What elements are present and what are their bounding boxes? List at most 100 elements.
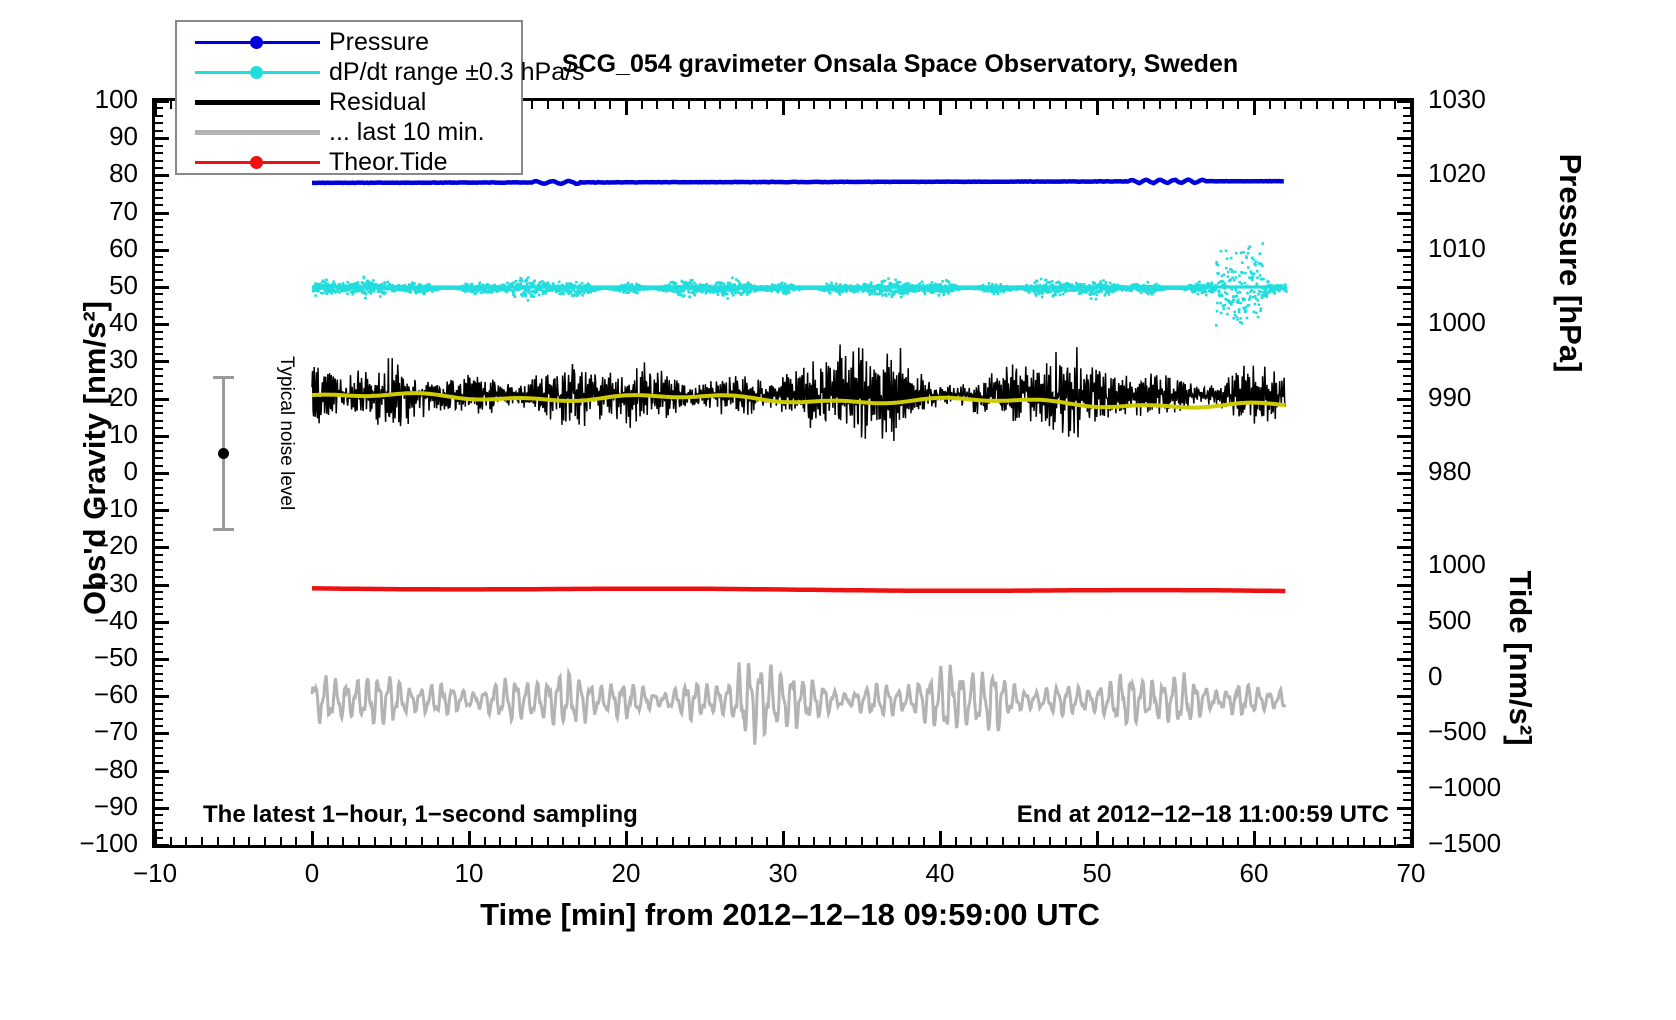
x-tick-major-bottom bbox=[1253, 831, 1256, 845]
y-tick-label-left: 20 bbox=[109, 381, 138, 412]
y-tick-minor-left bbox=[155, 598, 163, 601]
y-tick-label-tide: 1000 bbox=[1428, 549, 1486, 579]
y-tick-minor-right bbox=[1403, 501, 1411, 504]
x-tick-minor-top bbox=[750, 101, 753, 109]
x-tick-minor-top bbox=[1158, 101, 1161, 109]
x-tick-label: 60 bbox=[1239, 858, 1269, 888]
y-tick-minor-left bbox=[155, 739, 163, 742]
x-tick-minor-bottom bbox=[1143, 837, 1146, 845]
x-tick-minor-bottom bbox=[216, 837, 219, 845]
x-tick-minor-top bbox=[1048, 101, 1051, 109]
x-tick-major-top bbox=[1410, 101, 1413, 115]
legend-item-2[interactable]: Residual bbox=[177, 87, 521, 118]
y-tick-minor-right bbox=[1403, 457, 1411, 460]
y-tick-minor-left bbox=[155, 687, 163, 690]
y-tick-minor-right bbox=[1403, 784, 1411, 787]
y-tick-minor-right bbox=[1403, 405, 1411, 408]
x-tick-minor-top bbox=[1284, 101, 1287, 109]
x-tick-minor-top bbox=[1331, 101, 1334, 109]
y-tick-minor-left bbox=[155, 635, 163, 638]
y-tick-minor-right bbox=[1403, 211, 1411, 214]
chart-title: SCG_054 gravimeter Onsala Space Observat… bbox=[561, 50, 1239, 78]
x-tick-major-top bbox=[782, 101, 785, 115]
legend-item-4[interactable]: Theor.Tide bbox=[177, 147, 521, 178]
y-tick-major-left bbox=[155, 546, 169, 550]
y-tick-minor-right bbox=[1403, 628, 1411, 631]
legend-item-0[interactable]: Pressure bbox=[177, 27, 521, 58]
x-tick-minor-bottom bbox=[1315, 837, 1318, 845]
x-tick-minor-bottom bbox=[201, 837, 204, 845]
x-tick-minor-bottom bbox=[1237, 837, 1240, 845]
x-tick-minor-top bbox=[1064, 101, 1067, 109]
y-tick-minor-right bbox=[1403, 189, 1411, 192]
y-tick-minor-right bbox=[1403, 159, 1411, 162]
legend-item-1[interactable]: dP/dt range ±0.3 hPa/s bbox=[177, 57, 585, 88]
y-tick-minor-left bbox=[155, 605, 163, 608]
x-tick-major-top bbox=[1096, 101, 1099, 115]
x-tick-minor-top bbox=[923, 101, 926, 109]
y-tick-minor-right bbox=[1403, 449, 1411, 452]
y-tick-minor-right bbox=[1403, 308, 1411, 311]
y-tick-minor-right bbox=[1403, 204, 1411, 207]
y-tick-minor-left bbox=[155, 219, 163, 222]
x-tick-minor-top bbox=[876, 101, 879, 109]
y-tick-minor-right bbox=[1403, 777, 1411, 780]
y-tick-minor-right bbox=[1403, 546, 1411, 549]
y-tick-minor-right bbox=[1403, 687, 1411, 690]
y-tick-minor-left bbox=[155, 412, 163, 415]
y-tick-minor-right bbox=[1403, 286, 1411, 288]
legend-swatch-icon bbox=[195, 57, 320, 88]
x-tick-minor-bottom bbox=[750, 837, 753, 845]
y-tick-minor-right bbox=[1403, 724, 1411, 727]
legend[interactable]: Pressure dP/dt range ±0.3 hPa/s Residual..… bbox=[175, 20, 585, 178]
y-tick-major-left bbox=[155, 769, 169, 773]
y-tick-minor-left bbox=[155, 762, 163, 765]
x-tick-label: −10 bbox=[132, 858, 178, 888]
x-tick-minor-top bbox=[169, 101, 172, 109]
y-tick-minor-right bbox=[1403, 479, 1411, 482]
x-tick-minor-bottom bbox=[986, 837, 989, 845]
x-tick-label: 40 bbox=[925, 858, 955, 888]
y-tick-minor-right bbox=[1403, 174, 1411, 177]
y-tick-label-left: −40 bbox=[93, 604, 138, 635]
y-tick-label-tide: 500 bbox=[1428, 604, 1472, 635]
x-tick-minor-bottom bbox=[169, 837, 172, 845]
x-tick-minor-top bbox=[1127, 101, 1130, 109]
y-tick-minor-right bbox=[1403, 553, 1411, 556]
x-tick-minor-bottom bbox=[1080, 837, 1083, 845]
y-tick-major-left bbox=[155, 806, 169, 810]
y-tick-minor-right bbox=[1403, 345, 1411, 348]
y-tick-minor-left bbox=[155, 754, 163, 757]
y-tick-minor-left bbox=[155, 315, 163, 318]
y-tick-minor-right bbox=[1403, 144, 1411, 147]
x-tick-minor-bottom bbox=[813, 837, 816, 845]
y-tick-label-pressure: 1010 bbox=[1428, 232, 1486, 263]
y-tick-minor-left bbox=[155, 836, 163, 839]
y-tick-minor-right bbox=[1403, 114, 1411, 117]
y-tick-minor-left bbox=[155, 777, 163, 780]
y-tick-minor-right bbox=[1403, 799, 1411, 802]
x-tick-minor-top bbox=[891, 101, 894, 109]
y-tick-minor-right bbox=[1403, 494, 1411, 497]
x-tick-minor-bottom bbox=[1284, 837, 1287, 845]
x-tick-minor-bottom bbox=[797, 837, 800, 845]
x-tick-minor-bottom bbox=[530, 837, 533, 845]
annotation-end-time: End at 2012−12−18 11:00:59 UTC bbox=[1016, 801, 1389, 828]
x-tick-minor-bottom bbox=[515, 837, 518, 845]
y-tick-label-left: 80 bbox=[109, 158, 138, 189]
y-tick-label-left: 50 bbox=[109, 270, 138, 300]
y-tick-minor-left bbox=[155, 338, 163, 341]
y-tick-minor-left bbox=[155, 501, 163, 504]
x-tick-major-bottom bbox=[468, 831, 471, 845]
y-tick-label-tide: −1000 bbox=[1428, 772, 1502, 803]
legend-label: Theor.Tide bbox=[329, 148, 448, 176]
x-tick-minor-bottom bbox=[295, 837, 298, 845]
x-tick-minor-bottom bbox=[1127, 837, 1130, 845]
legend-item-3[interactable]: ... last 10 min. bbox=[177, 117, 521, 148]
x-tick-minor-bottom bbox=[703, 837, 706, 845]
x-tick-minor-bottom bbox=[263, 837, 266, 845]
x-tick-minor-bottom bbox=[876, 837, 879, 845]
x-tick-minor-top bbox=[1205, 101, 1208, 109]
x-tick-minor-bottom bbox=[1001, 837, 1004, 845]
